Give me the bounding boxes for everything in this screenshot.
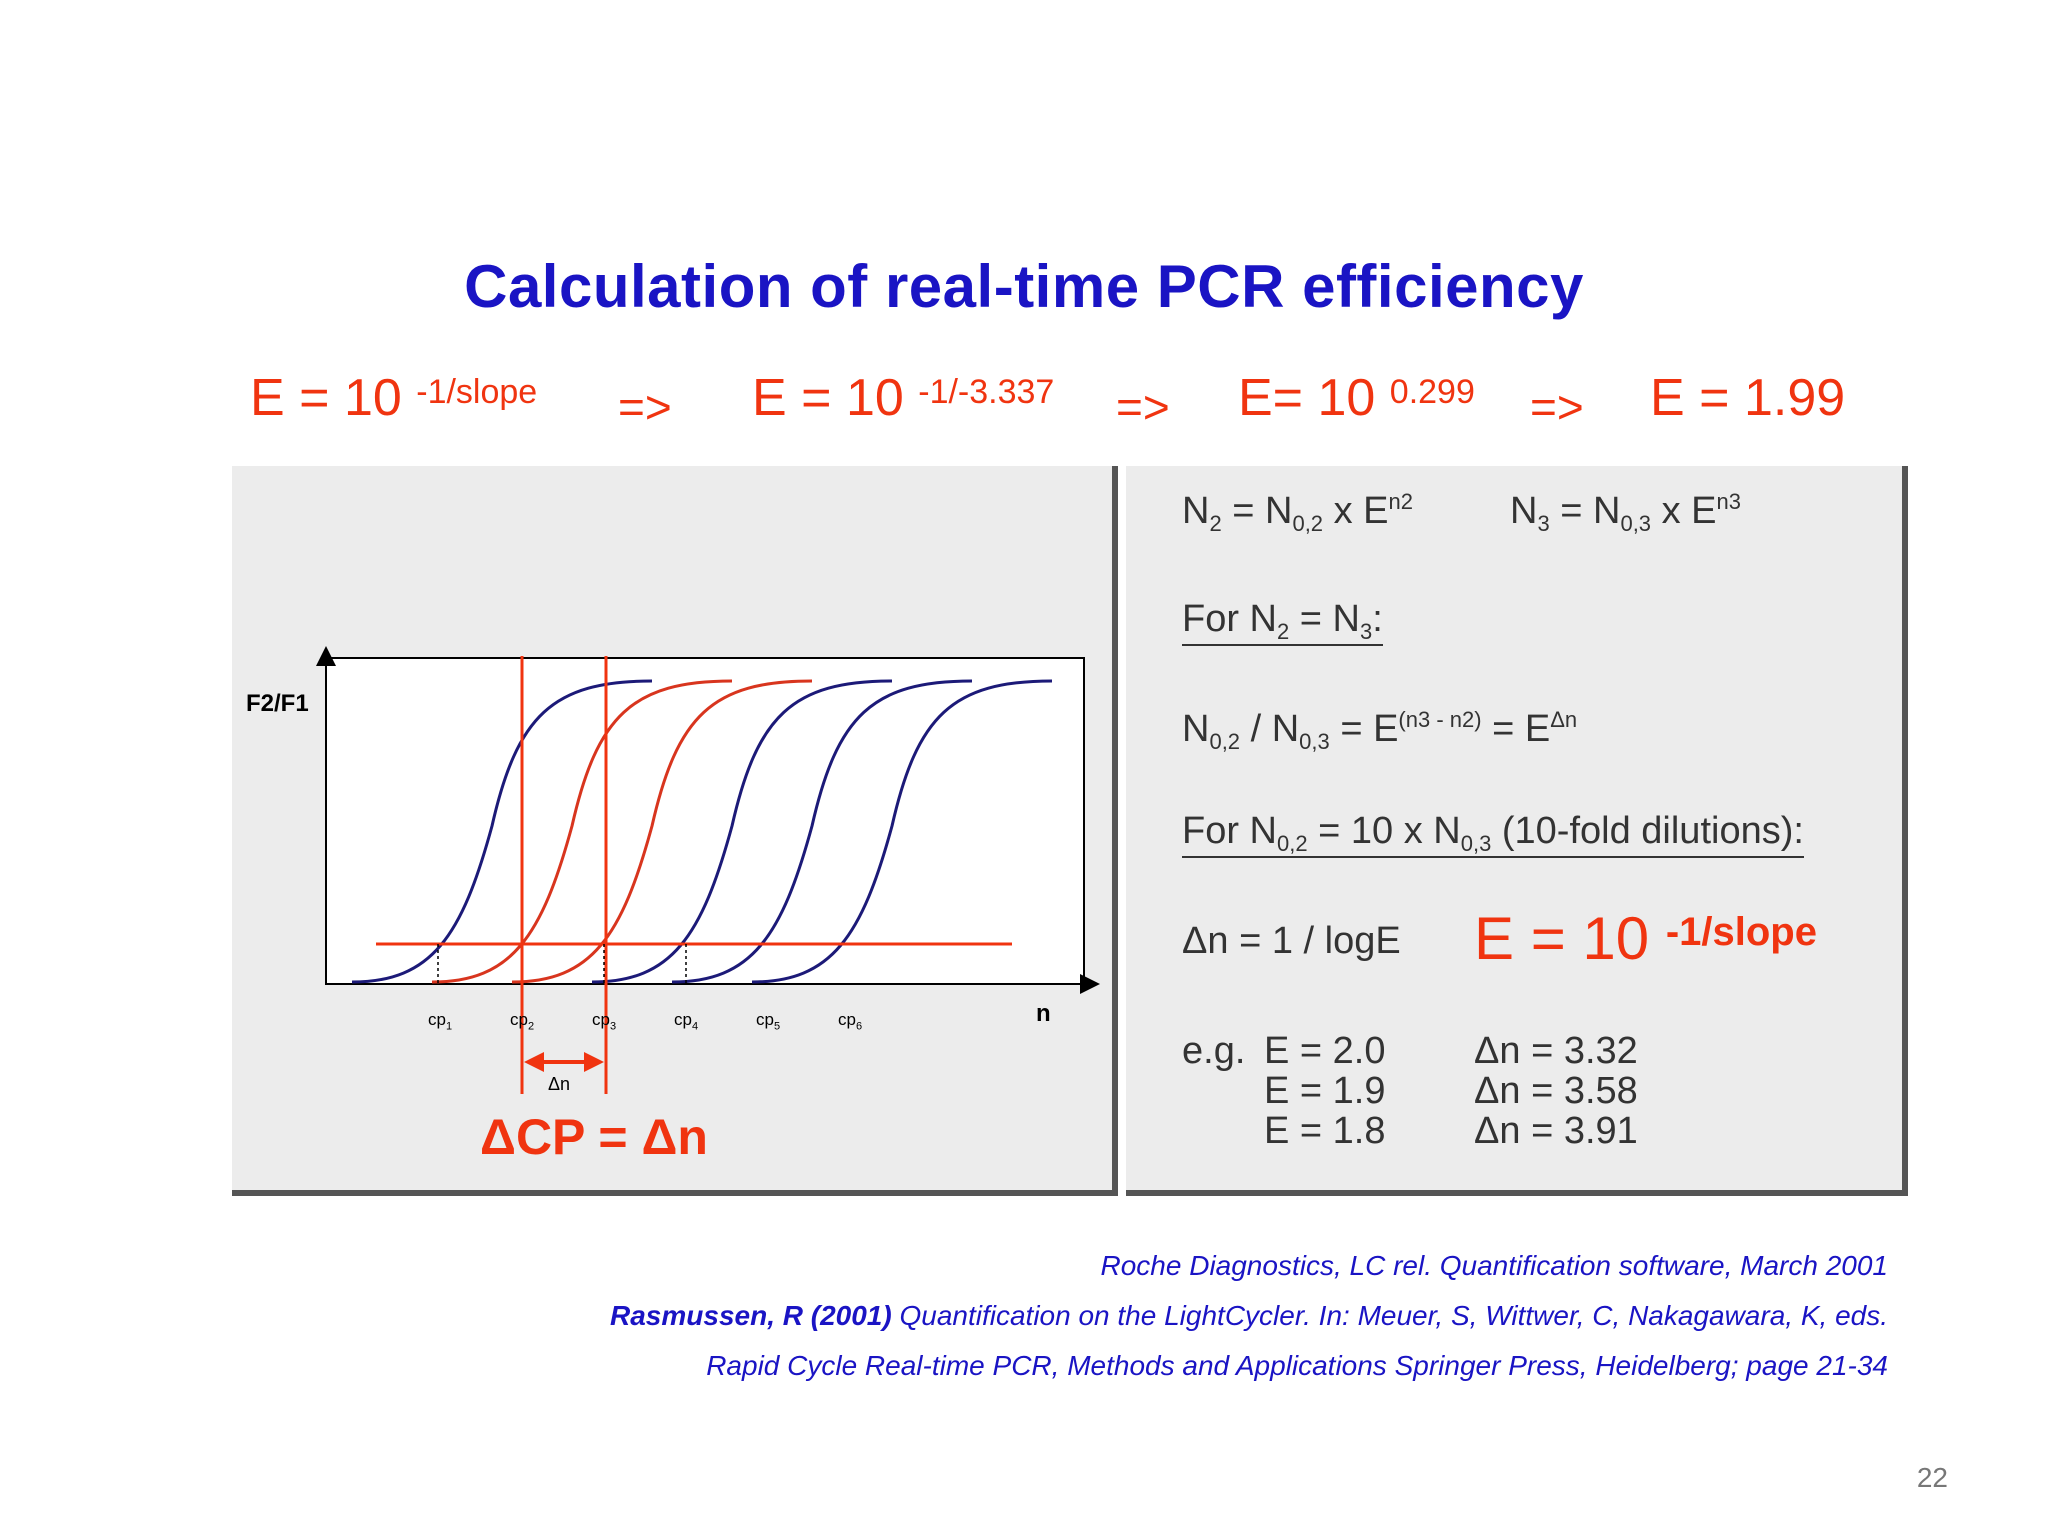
reference-2: Rasmussen, R (2001) Quantification on th… [610, 1300, 1888, 1331]
delta-cp-equation: ΔCP = Δn [480, 1109, 708, 1165]
arrow-1: => [618, 381, 672, 433]
curve-5 [671, 679, 973, 984]
equation-1: E = 10 -1/slope [250, 368, 537, 428]
cp-label-4: cp4 [674, 1010, 699, 1033]
formula-n2: N2 = N0,2 x En2 [1182, 489, 1413, 536]
equation-result: E = 1.99 [1650, 369, 1846, 427]
example-e-2: E = 1.9 [1264, 1070, 1386, 1112]
equation-1-exponent: -1/slope [416, 373, 538, 411]
curve-3 [511, 679, 813, 984]
formula-delta-n: Δn = 1 / logE [1182, 920, 1401, 962]
equation-1-base: E = 10 [250, 369, 402, 427]
equation-2-exponent: -1/-3.337 [918, 373, 1055, 411]
x-axis-label: n [1036, 1000, 1051, 1027]
formula-ratio: N0,2 / N0,3 = E(n3 - n2) = EΔn [1182, 707, 1578, 754]
example-e-3: E = 1.8 [1264, 1110, 1386, 1152]
arrow-3: => [1530, 381, 1584, 433]
amplification-curves-diagram [316, 646, 1100, 1094]
equation-3-base: E= 10 [1238, 369, 1376, 427]
arrow-2: => [1116, 381, 1170, 433]
slide-title: Calculation of real-time PCR efficiency [464, 253, 1584, 320]
curve-2 [431, 679, 733, 984]
curve-4 [591, 679, 893, 984]
cp-label-3: cp3 [592, 1010, 617, 1033]
formula-dilution: For N0,2 = 10 x N0,3 (10-fold dilutions)… [1182, 810, 1804, 858]
example-dn-2: Δn = 3.58 [1474, 1070, 1638, 1112]
curve-1 [351, 679, 653, 984]
reference-1: Roche Diagnostics, LC rel. Quantificatio… [1100, 1250, 1889, 1281]
cp-label-1: cp1 [428, 1010, 453, 1033]
page-number: 22 [1916, 1462, 1948, 1493]
equation-3-exponent: 0.299 [1389, 373, 1475, 411]
cp-label-6: cp6 [838, 1010, 863, 1033]
cp-label-2: cp2 [510, 1010, 535, 1033]
y-axis-label: F2/F1 [246, 690, 309, 717]
cp-label-5: cp5 [756, 1010, 781, 1033]
example-e-1: E = 2.0 [1264, 1030, 1386, 1072]
formula-n3: N3 = N0,3 x En3 [1510, 489, 1741, 536]
reference-3: Rapid Cycle Real-time PCR, Methods and A… [706, 1350, 1888, 1381]
plot-area [325, 657, 1085, 985]
equation-2-base: E = 10 [752, 369, 904, 427]
equation-2: E = 10 -1/-3.337 [752, 368, 1054, 428]
delta-n-label: Δn [548, 1074, 571, 1094]
example-dn-3: Δn = 3.91 [1474, 1110, 1638, 1152]
equation-3: E= 10 0.299 [1238, 368, 1475, 428]
example-label: e.g. [1182, 1030, 1246, 1072]
formula-panel [1126, 466, 1908, 1196]
formula-for-n2-n3: For N2 = N3: [1182, 598, 1383, 646]
curve-6 [751, 679, 1053, 984]
example-dn-1: Δn = 3.32 [1474, 1030, 1638, 1072]
efficiency-formula: E = 10 -1/slope [1474, 905, 1817, 972]
